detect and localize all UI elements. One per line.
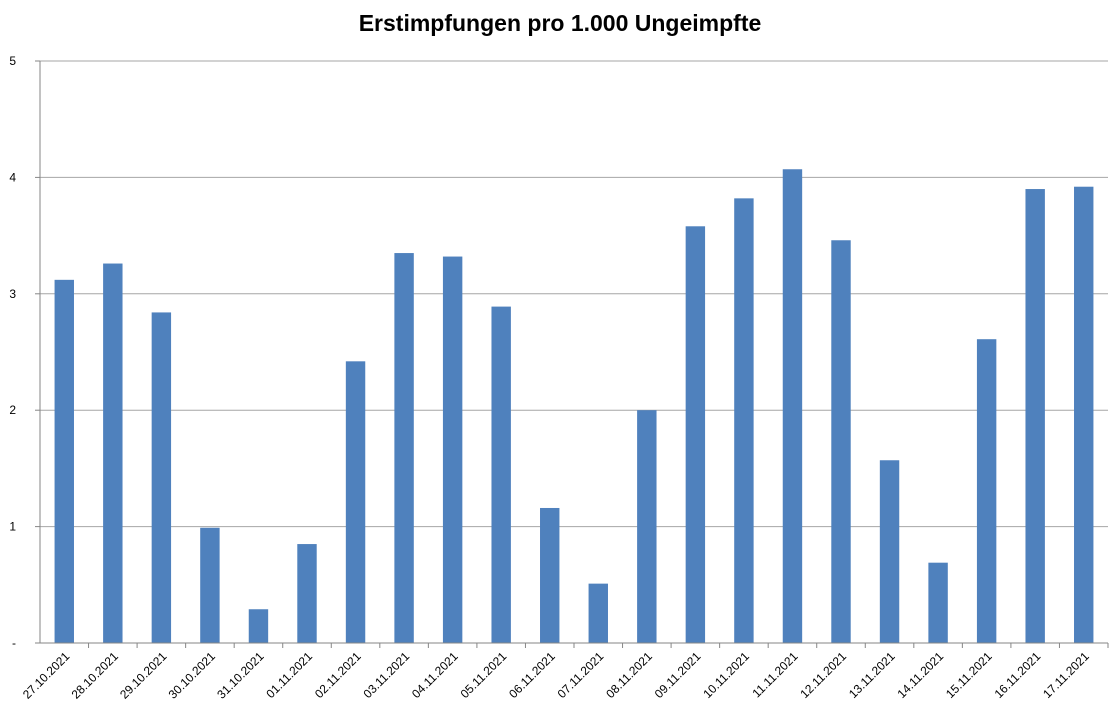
bar — [637, 410, 657, 643]
x-tick-label: 06.11.2021 — [506, 649, 558, 701]
bar — [103, 263, 123, 643]
x-tick-label: 05.11.2021 — [458, 649, 510, 701]
x-tick-label: 14.11.2021 — [894, 649, 946, 701]
bar — [345, 361, 366, 643]
y-tick-label: 4 — [9, 170, 16, 184]
axes — [35, 60, 1109, 648]
bar — [928, 562, 948, 643]
chart-title: Erstimpfungen pro 1.000 Ungeimpfte — [358, 10, 762, 36]
y-tick-label: - — [12, 636, 16, 650]
bar — [151, 312, 172, 643]
y-tick-label: 1 — [9, 520, 16, 534]
bar — [54, 279, 74, 643]
bar — [1074, 186, 1094, 643]
x-tick-label: 07.11.2021 — [555, 649, 607, 701]
bar — [248, 609, 269, 643]
x-tick-label: 30.10.2021 — [166, 649, 219, 702]
bar — [588, 583, 608, 643]
x-tick-label: 09.11.2021 — [652, 649, 704, 701]
bar — [782, 169, 803, 643]
gridlines — [40, 60, 1108, 528]
x-tick-label: 04.11.2021 — [409, 649, 461, 701]
bar — [442, 256, 463, 643]
x-tick-label: 16.11.2021 — [992, 649, 1044, 701]
y-tick-label: 5 — [9, 54, 16, 68]
bar — [394, 253, 414, 643]
bar — [297, 544, 317, 643]
bar — [540, 507, 560, 643]
x-tick-label: 02.11.2021 — [312, 649, 364, 701]
bar — [734, 198, 754, 644]
x-tick-label: 17.11.2021 — [1040, 649, 1092, 701]
x-tick-label: 03.11.2021 — [360, 649, 412, 701]
bar — [831, 240, 851, 644]
x-tick-label: 31.10.2021 — [214, 649, 267, 702]
bar — [1025, 189, 1045, 644]
y-tick-label: 2 — [9, 403, 16, 417]
x-tick-label: 11.11.2021 — [749, 649, 800, 700]
x-tick-label: 01.11.2021 — [263, 649, 315, 701]
bar — [685, 226, 706, 643]
x-tick-label: 10.11.2021 — [700, 649, 752, 701]
x-tick-label: 13.11.2021 — [846, 649, 898, 701]
x-tick-label: 12.11.2021 — [797, 649, 849, 701]
x-tick-label: 15.11.2021 — [943, 649, 995, 701]
bars — [54, 169, 1094, 644]
bar — [491, 306, 511, 643]
bar — [200, 527, 220, 643]
x-tick-label: 27.10.2021 — [20, 649, 73, 702]
y-tick-label: 3 — [9, 287, 16, 301]
x-tick-label: 29.10.2021 — [117, 649, 170, 702]
bar — [976, 339, 997, 643]
bar — [879, 460, 900, 643]
x-tick-label: 28.10.2021 — [69, 649, 122, 702]
x-tick-label: 08.11.2021 — [603, 649, 655, 701]
